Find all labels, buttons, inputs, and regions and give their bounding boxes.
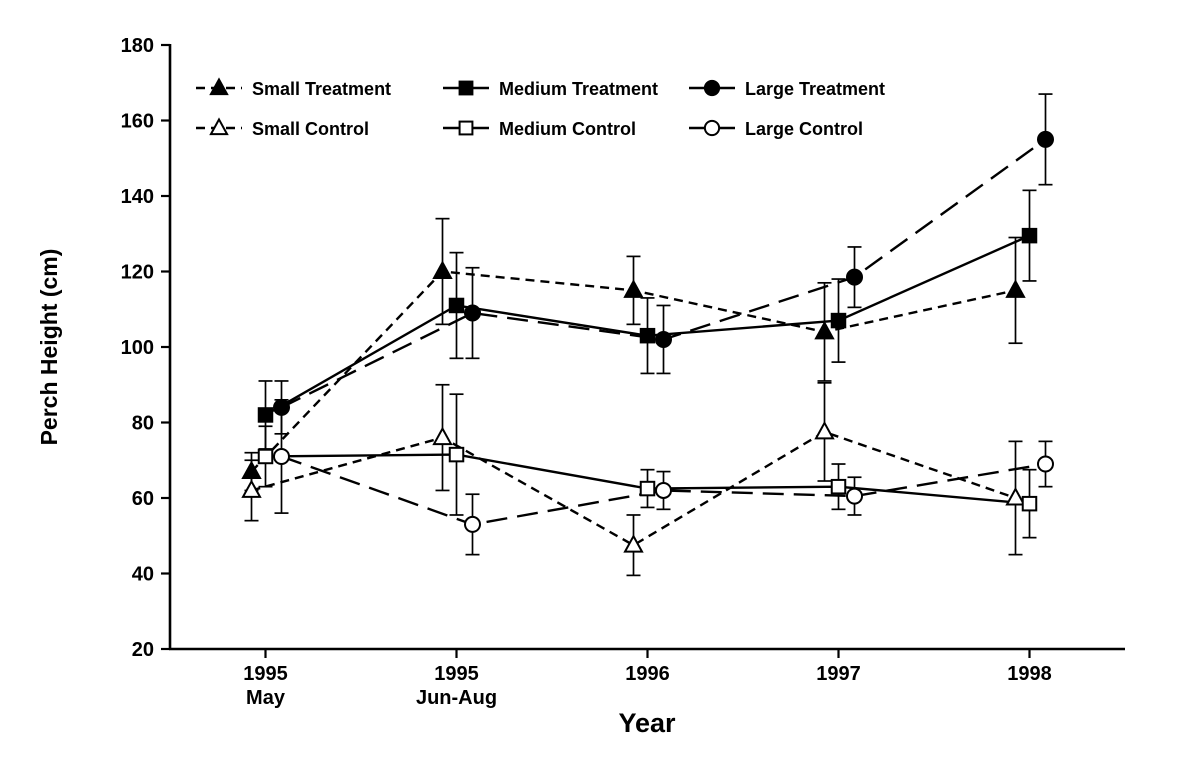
- filled-circle-marker: [703, 79, 721, 97]
- open-square-marker: [1021, 495, 1038, 512]
- y-tick-label: 120: [121, 262, 154, 284]
- legend-label: Medium Treatment: [499, 79, 658, 99]
- legend-label: Small Control: [252, 119, 369, 139]
- legend-label: Large Control: [745, 119, 863, 139]
- filled-square-marker: [1021, 227, 1038, 244]
- open-triangle-marker: [1005, 486, 1026, 506]
- open-circle-marker: [273, 447, 290, 465]
- y-tick-label: 160: [121, 111, 154, 133]
- filled-square-marker: [458, 80, 474, 96]
- x-tick-label: 1995: [434, 663, 479, 685]
- y-tick-label: 40: [132, 564, 154, 586]
- y-tick-label: 20: [132, 639, 154, 661]
- filled-triangle-marker: [432, 260, 453, 279]
- open-square-marker: [458, 120, 474, 136]
- x-tick-label: 1995: [243, 663, 288, 685]
- filled-square-marker: [448, 297, 465, 314]
- filled-circle-marker: [464, 304, 481, 322]
- open-square-marker: [830, 478, 847, 495]
- filled-triangle-marker: [1005, 279, 1026, 298]
- open-triangle-marker: [623, 534, 644, 553]
- open-triangle-marker: [432, 426, 453, 446]
- y-tick-label: 80: [132, 413, 154, 435]
- series-line-small-control: [251, 430, 1016, 547]
- y-tick-label: 60: [132, 488, 154, 510]
- filled-triangle-marker: [814, 320, 835, 340]
- filled-circle-marker: [846, 268, 863, 286]
- open-square-marker: [448, 446, 465, 463]
- legend-label: Large Treatment: [745, 79, 885, 99]
- open-circle-marker: [703, 119, 721, 137]
- open-circle-marker: [464, 515, 481, 533]
- open-square-marker: [257, 448, 274, 465]
- x-tick-label: May: [246, 687, 286, 709]
- legend-label: Small Treatment: [252, 79, 391, 99]
- x-tick-label: 1997: [816, 663, 861, 685]
- open-circle-marker: [655, 481, 672, 499]
- filled-square-marker: [639, 327, 656, 344]
- filled-square-marker: [257, 407, 274, 423]
- open-circle-marker: [1037, 455, 1054, 473]
- open-square-marker: [639, 480, 656, 497]
- series-line-large-control: [281, 455, 1046, 526]
- plot-layer: 204060801001201401601801995May1995Jun-Au…: [121, 35, 1125, 709]
- filled-circle-marker: [1037, 130, 1054, 148]
- y-tick-label: 100: [121, 337, 154, 359]
- filled-square-marker: [830, 312, 847, 329]
- filled-triangle-marker: [209, 77, 229, 96]
- x-axis-title: Year: [618, 708, 676, 738]
- y-tick-label: 180: [121, 35, 154, 57]
- open-triangle-marker: [814, 420, 835, 440]
- x-tick-label: 1998: [1007, 663, 1052, 685]
- filled-circle-marker: [273, 398, 290, 416]
- legend-label: Medium Control: [499, 119, 636, 139]
- y-tick-label: 140: [121, 186, 154, 208]
- filled-triangle-marker: [623, 279, 644, 298]
- filled-triangle-marker: [241, 460, 262, 480]
- open-triangle-marker: [209, 117, 229, 136]
- x-tick-label: 1996: [625, 663, 670, 685]
- y-axis-title: Perch Height (cm): [36, 249, 62, 446]
- x-tick-label: Jun-Aug: [416, 687, 497, 709]
- open-circle-marker: [846, 487, 863, 505]
- open-triangle-marker: [241, 479, 262, 498]
- filled-circle-marker: [655, 330, 672, 348]
